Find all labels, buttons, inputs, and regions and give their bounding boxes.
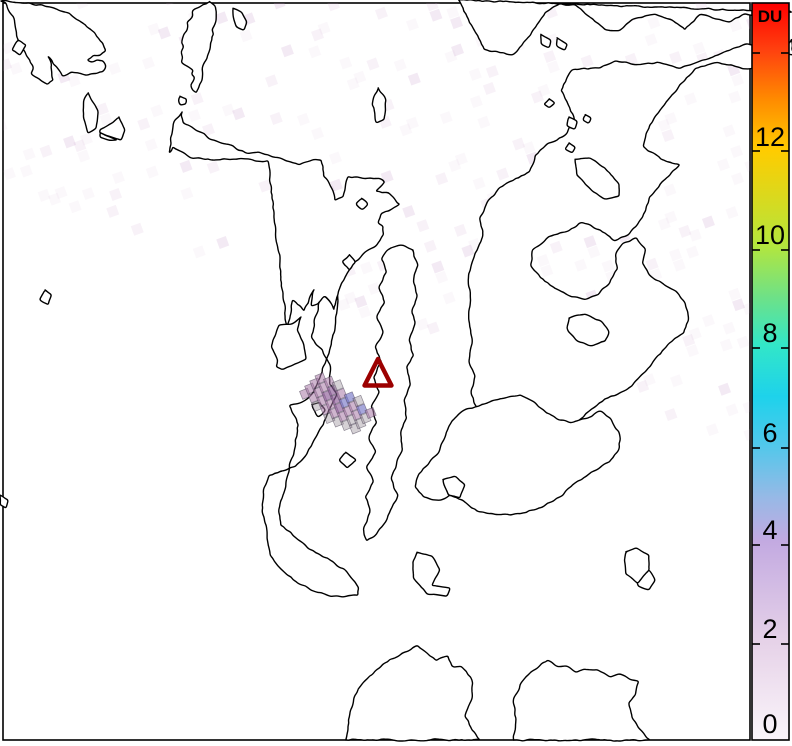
svg-text:0: 0 (762, 709, 777, 739)
svg-text:12: 12 (755, 122, 785, 152)
svg-text:10: 10 (755, 220, 785, 250)
svg-text:8: 8 (762, 318, 777, 348)
svg-text:DU: DU (758, 7, 783, 26)
svg-text:4: 4 (762, 515, 777, 545)
svg-text:6: 6 (762, 418, 777, 448)
svg-text:2: 2 (762, 614, 777, 644)
